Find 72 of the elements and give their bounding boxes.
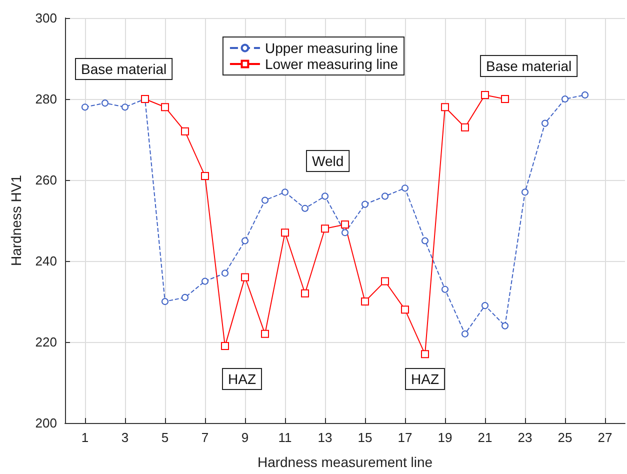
point [481, 90, 489, 99]
point [302, 204, 308, 212]
point [341, 220, 349, 229]
point [462, 330, 468, 338]
x-tick-label: 1 [81, 430, 89, 445]
point [582, 91, 588, 98]
point [122, 104, 128, 111]
x-tick-label: 25 [558, 430, 572, 445]
point [522, 188, 528, 196]
point [261, 330, 269, 338]
point [542, 120, 548, 127]
point [402, 184, 408, 192]
annotation: Base material [81, 61, 167, 77]
point [281, 228, 289, 237]
point [282, 188, 288, 196]
point [442, 286, 448, 293]
y-tick-label: 280 [35, 92, 57, 106]
y-tick-label: 260 [35, 172, 57, 188]
point [241, 273, 249, 282]
point [102, 100, 108, 107]
x-tick-label: 23 [518, 430, 532, 445]
point [182, 294, 188, 301]
point [482, 302, 488, 310]
x-tick-label: 13 [318, 430, 332, 445]
point [301, 289, 309, 298]
point [461, 123, 469, 132]
x-tick-label: 7 [201, 430, 209, 445]
point [362, 200, 368, 208]
x-tick-label: 15 [358, 430, 372, 445]
annotation: HAZ [411, 371, 440, 387]
point [321, 224, 329, 233]
point [422, 237, 428, 244]
point [161, 103, 169, 112]
point [221, 342, 229, 350]
x-tick-label: 11 [278, 430, 292, 445]
y-tick-label: 220 [35, 334, 57, 350]
x-tick-label: 19 [438, 430, 452, 445]
x-tick-label: 5 [161, 430, 169, 445]
point [222, 270, 228, 277]
point [361, 298, 369, 306]
y-axis-title: Hardness HV1 [8, 174, 24, 266]
point [322, 192, 328, 200]
annotation: HAZ [228, 371, 256, 387]
y-tick-label: 300 [35, 10, 57, 26]
point [162, 298, 168, 305]
x-tick-label: 3 [121, 430, 129, 445]
point [421, 350, 429, 358]
point [382, 192, 388, 200]
legend-label: Lower measuring line [264, 56, 398, 72]
x-tick-label: 27 [598, 430, 612, 445]
x-tick-label: 9 [241, 430, 249, 445]
x-tick-label: 17 [398, 430, 412, 445]
annotation: Base material [486, 58, 572, 74]
x-tick-label: 21 [478, 430, 492, 445]
point [501, 95, 509, 103]
point [82, 104, 88, 111]
point [201, 172, 209, 180]
point [401, 306, 409, 314]
point [242, 237, 248, 244]
point [441, 103, 449, 112]
point [262, 196, 268, 204]
x-axis-title: Hardness measurement line [257, 454, 433, 470]
point [342, 229, 348, 236]
point [562, 96, 568, 102]
legend-label: Upper measuring line [264, 40, 398, 56]
y-tick-label: 200 [35, 416, 57, 430]
point [181, 127, 189, 136]
point [381, 277, 389, 286]
point [502, 322, 508, 330]
y-tick-label: 240 [35, 254, 57, 268]
annotation: Weld [312, 153, 344, 169]
point [202, 278, 208, 285]
